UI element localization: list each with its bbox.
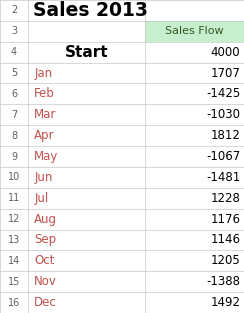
Text: Jan: Jan [34,67,52,80]
Text: -1425: -1425 [206,87,240,100]
Text: May: May [34,150,59,163]
Text: 16: 16 [8,298,20,308]
Text: 15: 15 [8,277,20,287]
Text: 8: 8 [11,131,17,141]
Text: 9: 9 [11,151,17,162]
Text: Jul: Jul [34,192,48,205]
Text: -1388: -1388 [206,275,240,288]
Text: Jun: Jun [34,171,52,184]
Text: 1176: 1176 [210,213,240,226]
Text: 3: 3 [11,26,17,36]
Text: -1481: -1481 [206,171,240,184]
Text: Aug: Aug [34,213,57,226]
Text: -1067: -1067 [206,150,240,163]
Text: Sales 2013: Sales 2013 [33,1,148,20]
Text: Sep: Sep [34,233,56,246]
Text: 1707: 1707 [211,67,240,80]
Bar [145,21,244,42]
Text: 13: 13 [8,235,20,245]
Text: Apr: Apr [34,129,55,142]
Text: 1228: 1228 [211,192,240,205]
Text: 6: 6 [11,89,17,99]
Text: 10: 10 [8,172,20,182]
Text: 4: 4 [11,47,17,57]
Text: Mar: Mar [34,108,57,121]
Text: Dec: Dec [34,296,57,309]
Text: 4000: 4000 [211,46,240,59]
Text: Start: Start [65,45,108,60]
Text: Sales Flow: Sales Flow [165,26,224,36]
Text: Feb: Feb [34,87,55,100]
Text: 1146: 1146 [210,233,240,246]
Text: 12: 12 [8,214,20,224]
Text: 2: 2 [11,5,17,15]
Text: 14: 14 [8,256,20,266]
Text: 1812: 1812 [211,129,240,142]
Text: 7: 7 [11,110,17,120]
Text: 1492: 1492 [210,296,240,309]
Text: -1030: -1030 [206,108,240,121]
Text: 5: 5 [11,68,17,78]
Text: Oct: Oct [34,254,55,267]
Text: 11: 11 [8,193,20,203]
Text: 1205: 1205 [211,254,240,267]
Text: Nov: Nov [34,275,57,288]
